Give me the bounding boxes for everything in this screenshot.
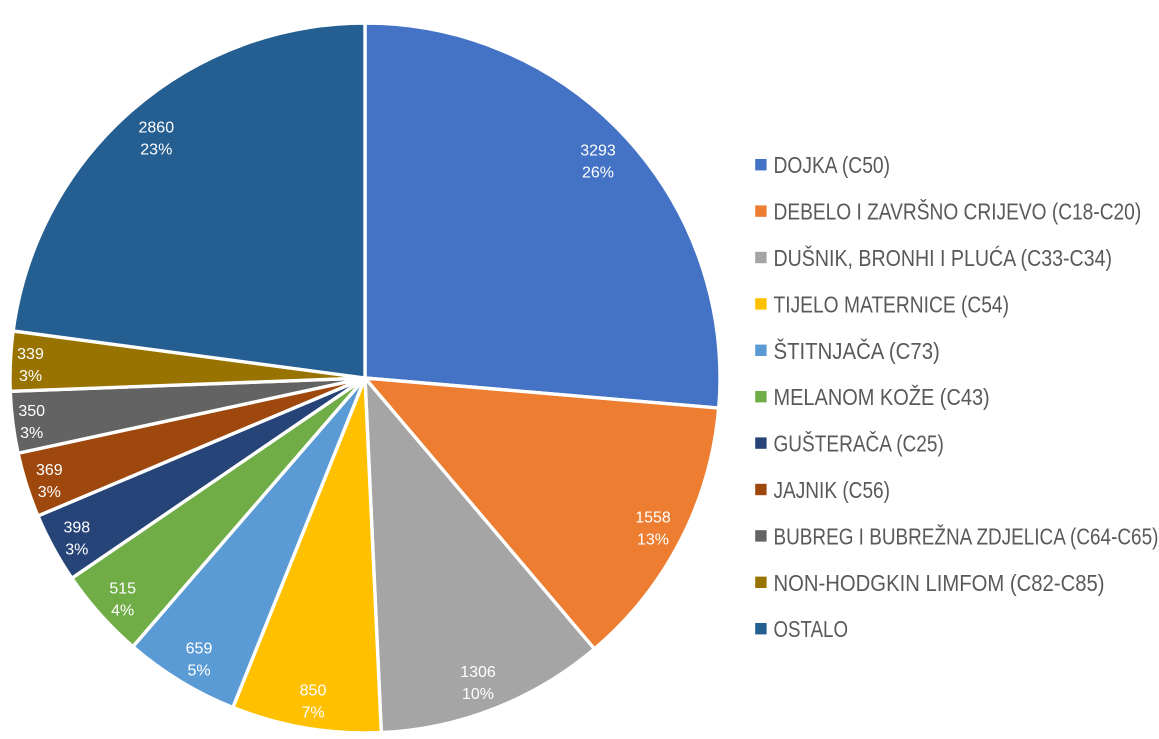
svg-text:GUŠTERAČA (C25): GUŠTERAČA (C25) (774, 430, 944, 457)
svg-text:JAJNIK (C56): JAJNIK (C56) (774, 477, 891, 503)
svg-text:DUŠNIK, BRONHI I PLUĆA (C33-C3: DUŠNIK, BRONHI I PLUĆA (C33-C34) (774, 244, 1113, 271)
svg-text:DOJKA (C50): DOJKA (C50) (774, 152, 891, 178)
svg-text:2860: 2860 (139, 120, 175, 137)
svg-text:3%: 3% (20, 425, 43, 442)
svg-text:339: 339 (17, 346, 44, 363)
svg-text:13%: 13% (637, 532, 669, 549)
svg-text:5%: 5% (187, 663, 210, 680)
svg-text:OSTALO: OSTALO (774, 616, 849, 642)
svg-text:3%: 3% (19, 368, 42, 385)
svg-text:7%: 7% (301, 704, 324, 721)
svg-text:ŠTITNJAČA (C73): ŠTITNJAČA (C73) (774, 337, 940, 364)
svg-text:NON-HODGKIN LIMFOM (C82-C85): NON-HODGKIN LIMFOM (C82-C85) (774, 570, 1105, 596)
svg-text:398: 398 (63, 520, 90, 537)
svg-text:DEBELO I ZAVRŠNO CRIJEVO (C18-: DEBELO I ZAVRŠNO CRIJEVO (C18-C20) (774, 198, 1142, 225)
svg-text:26%: 26% (582, 165, 614, 182)
svg-text:TIJELO MATERNICE (C54): TIJELO MATERNICE (C54) (774, 291, 1010, 317)
svg-text:3293: 3293 (580, 143, 616, 160)
svg-text:515: 515 (109, 580, 136, 597)
svg-text:350: 350 (18, 403, 45, 420)
svg-text:10%: 10% (462, 686, 494, 703)
svg-text:3%: 3% (65, 542, 88, 559)
svg-text:659: 659 (186, 641, 213, 658)
svg-text:MELANOM KOŽE (C43): MELANOM KOŽE (C43) (774, 384, 990, 410)
svg-text:BUBREG I BUBREŽNA ZDJELICA (C6: BUBREG I BUBREŽNA ZDJELICA (C64-C65) (774, 523, 1159, 549)
svg-text:23%: 23% (140, 142, 172, 159)
svg-text:850: 850 (300, 682, 327, 699)
svg-text:1558: 1558 (635, 510, 671, 527)
svg-text:4%: 4% (111, 602, 134, 619)
svg-text:369: 369 (36, 462, 63, 479)
svg-text:1306: 1306 (460, 664, 496, 681)
svg-text:3%: 3% (38, 484, 61, 501)
